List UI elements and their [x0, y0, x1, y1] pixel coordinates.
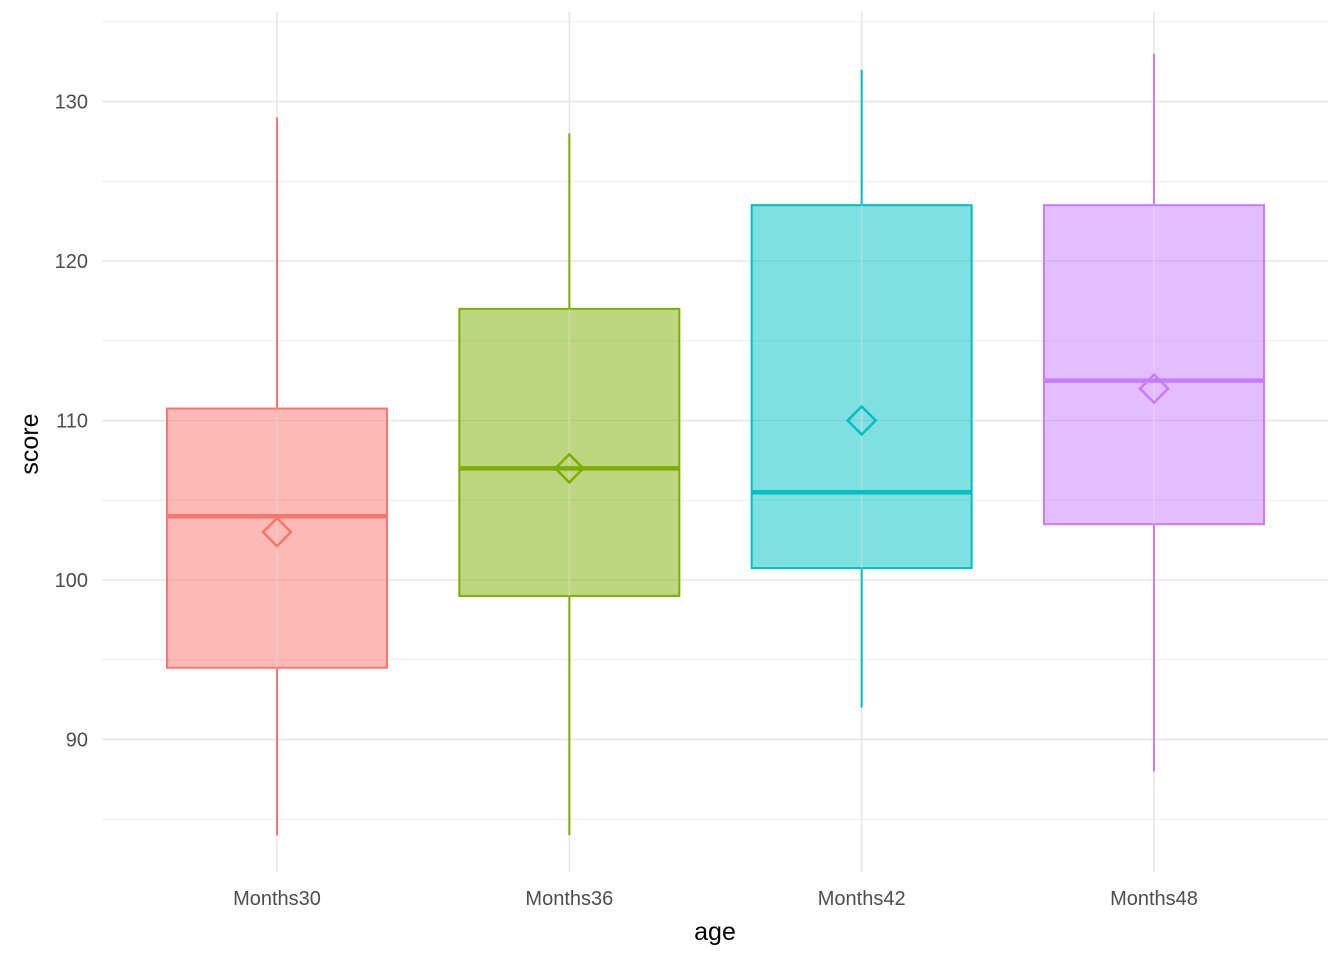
mean-marker: [261, 516, 293, 548]
x-axis-title: age: [694, 918, 736, 946]
y-tick-label: 120: [55, 251, 88, 273]
box-Months42: [750, 69, 973, 708]
box-body: [166, 407, 388, 669]
box-body: [1042, 204, 1265, 526]
x-tick-label: Months42: [818, 888, 906, 910]
x-tick-label: Months36: [525, 888, 613, 910]
box-body: [458, 307, 681, 597]
box-Months48: [1042, 53, 1265, 772]
y-axis-title: score: [16, 413, 44, 474]
y-axis-tick-labels: 90 100 110 120 130: [55, 92, 88, 752]
box-Months36: [458, 133, 681, 836]
x-tick-label: Months48: [1110, 888, 1198, 910]
mean-marker: [553, 452, 586, 485]
y-tick-label: 100: [55, 570, 88, 592]
y-tick-label: 130: [55, 92, 88, 114]
box-body: [750, 204, 973, 570]
box-Months30: [166, 117, 388, 836]
box-series: [166, 53, 1265, 836]
y-tick-label: 110: [56, 411, 88, 433]
x-tick-label: Months30: [233, 888, 321, 910]
mean-marker: [1138, 372, 1170, 405]
mean-marker: [845, 404, 878, 437]
y-tick-label: 90: [66, 730, 88, 752]
x-axis-tick-labels: Months30 Months36 Months42 Months48: [233, 888, 1198, 910]
